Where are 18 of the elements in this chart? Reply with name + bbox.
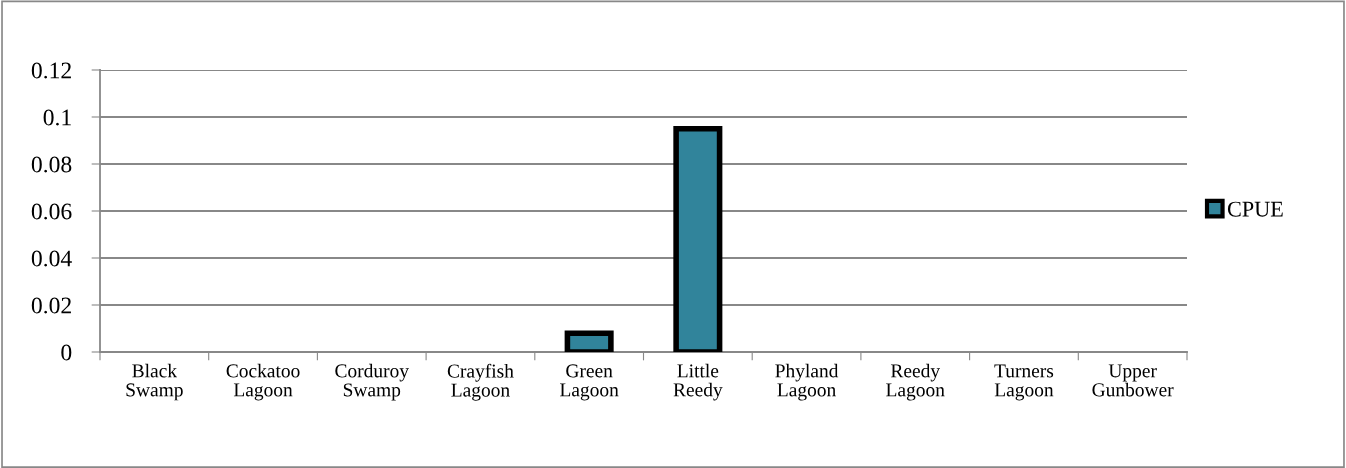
y-tick-label: 0.12	[31, 62, 71, 79]
legend-label: CPUE	[1227, 201, 1283, 217]
x-tick-label: Black Swamp	[126, 363, 183, 401]
x-tick-label: Little Reedy	[673, 363, 723, 401]
x-tick-label: Crayfish Lagoon	[447, 363, 514, 401]
x-tick-label: Cockatoo Lagoon	[226, 363, 300, 401]
y-tick-label: 0.06	[31, 203, 72, 220]
x-tick-label: Upper Gunbower	[1092, 364, 1174, 397]
x-tick-label: Green Lagoon	[560, 364, 619, 401]
x-tick-label: Corduroy Swamp	[335, 363, 409, 401]
x-tick-label: Reedy Lagoon	[886, 363, 945, 401]
y-tick-label: 0.04	[31, 250, 72, 267]
x-tick-label: Turners Lagoon	[994, 364, 1054, 401]
y-tick-label: 0	[61, 344, 72, 361]
y-tick-label: 0.02	[31, 297, 71, 314]
y-tick-label: 0.1	[43, 109, 71, 126]
y-tick-label: 0.08	[31, 156, 72, 173]
x-tick-label: Phyland Lagoon	[775, 363, 839, 401]
